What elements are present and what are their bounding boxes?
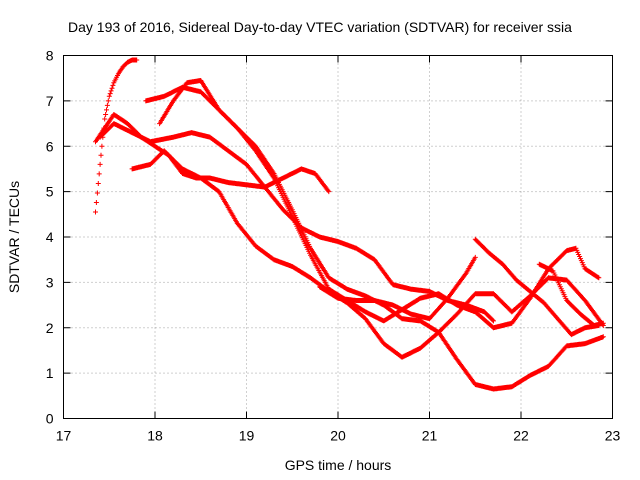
series-marks-track-1	[93, 57, 140, 215]
series-marks-track-8	[472, 236, 602, 338]
data-marks	[93, 57, 606, 392]
y-tick-labels: 0 1 2 3 4 5 6 7 8	[46, 48, 54, 427]
y-tick-label-2: 2	[46, 320, 54, 336]
y-tick-label-6: 6	[46, 138, 54, 154]
y-tick-label-3: 3	[46, 274, 54, 290]
y-tick-label-7: 7	[46, 93, 54, 109]
series-marks-track-5	[143, 84, 606, 392]
chart-title: Day 193 of 2016, Sidereal Day-to-day VTE…	[68, 19, 572, 35]
x-tick-label-21: 21	[422, 428, 438, 444]
series-track-8	[472, 236, 602, 338]
y-tick-label-0: 0	[46, 411, 54, 427]
x-tick-label-17: 17	[56, 428, 72, 444]
series-track-5	[143, 84, 606, 392]
x-tick-label-22: 22	[513, 428, 529, 444]
series-track-2	[93, 112, 332, 195]
grid	[63, 55, 613, 419]
series-track-7	[317, 254, 478, 322]
x-tick-label-23: 23	[605, 428, 621, 444]
series-marks-track-7	[317, 254, 478, 322]
series-marks-track-2	[93, 112, 332, 195]
x-tick-label-18: 18	[147, 428, 163, 444]
series-track-9	[536, 261, 606, 328]
x-tick-label-20: 20	[330, 428, 346, 444]
y-axis-label: SDTVAR / TECUs	[6, 181, 22, 293]
series-marks-track-6	[157, 78, 602, 331]
x-tick-labels: 17 18 19 20 21 22 23	[56, 428, 621, 444]
y-tick-label-5: 5	[46, 184, 54, 200]
y-tick-label-1: 1	[46, 365, 54, 381]
y-tick-label-4: 4	[46, 229, 54, 245]
y-tick-label-8: 8	[46, 48, 54, 64]
plot-frame	[63, 55, 613, 419]
x-tick-label-19: 19	[239, 428, 255, 444]
series-track-1	[93, 57, 140, 215]
series-track-6	[157, 78, 602, 331]
x-axis-label: GPS time / hours	[285, 457, 392, 473]
series-marks-track-9	[536, 261, 606, 328]
